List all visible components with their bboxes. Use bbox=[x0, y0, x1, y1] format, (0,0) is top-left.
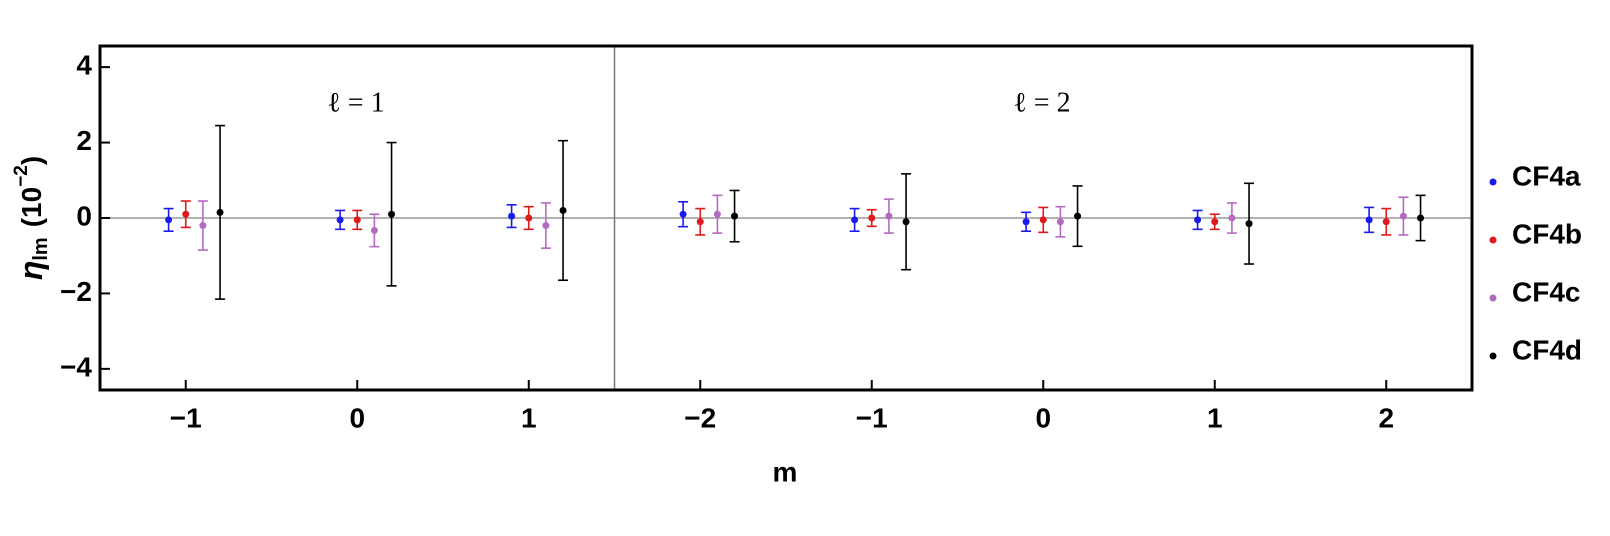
x-tick-label: 0 bbox=[349, 402, 365, 433]
y-tick-label: 4 bbox=[76, 50, 92, 81]
point bbox=[885, 212, 893, 220]
point bbox=[1022, 218, 1030, 226]
point bbox=[525, 214, 533, 222]
y-tick-label: 2 bbox=[76, 125, 92, 156]
plot-frame bbox=[98, 44, 1474, 392]
point bbox=[713, 210, 721, 218]
y-tick-label: −2 bbox=[60, 276, 92, 307]
x-tick-label: 1 bbox=[521, 402, 537, 433]
point bbox=[902, 218, 910, 226]
point bbox=[559, 206, 567, 214]
point bbox=[851, 216, 859, 224]
point bbox=[508, 212, 516, 220]
legend-label: CF4c bbox=[1512, 276, 1580, 307]
legend-label: CF4a bbox=[1512, 160, 1581, 191]
x-tick-label: 0 bbox=[1035, 402, 1051, 433]
legend-marker bbox=[1489, 236, 1497, 244]
point bbox=[388, 210, 396, 218]
x-tick-label: −2 bbox=[684, 402, 716, 433]
point bbox=[1365, 216, 1373, 224]
point bbox=[679, 210, 687, 218]
y-axis-label: ηlm(10−2) bbox=[11, 156, 52, 280]
point bbox=[1382, 218, 1390, 226]
legend-marker bbox=[1489, 294, 1497, 302]
point bbox=[182, 210, 190, 218]
x-tick-label: −1 bbox=[856, 402, 888, 433]
legend-marker bbox=[1489, 178, 1497, 186]
x-tick-label: 2 bbox=[1378, 402, 1394, 433]
legend-label: CF4d bbox=[1512, 334, 1582, 365]
point bbox=[1211, 218, 1219, 226]
legend-marker bbox=[1489, 352, 1497, 360]
point bbox=[353, 216, 361, 224]
point bbox=[1039, 216, 1047, 224]
annotation: ℓ = 1 bbox=[327, 87, 384, 118]
x-axis-label: m bbox=[773, 456, 798, 487]
point bbox=[1074, 212, 1082, 220]
x-tick-label: 1 bbox=[1207, 402, 1223, 433]
point bbox=[216, 208, 224, 216]
point bbox=[199, 222, 207, 230]
point bbox=[1194, 216, 1202, 224]
point bbox=[165, 216, 173, 224]
point bbox=[1399, 212, 1407, 220]
point bbox=[336, 216, 344, 224]
legend-label: CF4b bbox=[1512, 218, 1582, 249]
point bbox=[542, 222, 550, 230]
point bbox=[1245, 220, 1253, 228]
y-tick-label: −4 bbox=[60, 351, 92, 382]
point bbox=[370, 226, 378, 234]
point bbox=[1417, 214, 1425, 222]
x-tick-label: −1 bbox=[170, 402, 202, 433]
point bbox=[696, 218, 704, 226]
point bbox=[1056, 218, 1064, 226]
annotation: ℓ = 2 bbox=[1013, 87, 1070, 118]
point bbox=[731, 212, 739, 220]
point bbox=[1228, 214, 1236, 222]
y-tick-label: 0 bbox=[76, 200, 92, 231]
point bbox=[868, 214, 876, 222]
